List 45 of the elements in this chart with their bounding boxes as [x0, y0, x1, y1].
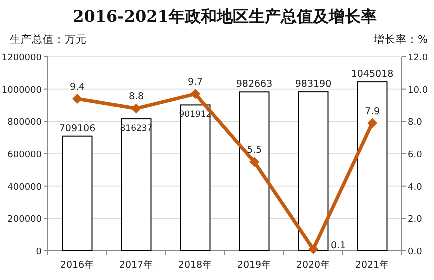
data-label: 709106 [59, 123, 96, 134]
y2-tick-label: 2.0 [408, 215, 423, 226]
bar [239, 92, 270, 252]
y2-tick-label: 4.0 [408, 182, 423, 193]
y-tick-label: 400000 [8, 182, 42, 193]
y2-tick-label: 6.0 [408, 150, 423, 160]
y2-tick-label: 10.0 [408, 86, 428, 96]
data-label: 983190 [295, 79, 332, 90]
bar [298, 92, 329, 252]
y-tick-label: 0 [36, 248, 42, 258]
point [308, 244, 318, 254]
bar [180, 104, 211, 252]
point [368, 118, 378, 128]
data-label: 9.7 [188, 77, 204, 88]
x-tick-label: 2019年 [237, 259, 272, 271]
data-label: 9.4 [70, 82, 86, 94]
y2-axis-title: 增长率：% [373, 33, 428, 46]
bar [62, 136, 93, 252]
bar [357, 82, 388, 252]
bar [121, 118, 152, 252]
data-label: 1045018 [351, 69, 394, 80]
x-tick-label: 2016年 [60, 259, 95, 271]
y-axis-title: 生产总值：万元 [10, 33, 87, 46]
x-tick-label: 2018年 [178, 259, 213, 271]
point [190, 89, 200, 100]
y2-tick-label: 8.0 [408, 118, 423, 128]
y-tick-label: 200000 [8, 215, 42, 226]
point [132, 104, 142, 114]
data-label: 5.5 [246, 145, 262, 156]
x-tick-label: 2020年 [296, 259, 331, 271]
data-label: 0.1 [330, 240, 346, 252]
point [250, 157, 260, 168]
y-tick-label: 1000000 [2, 86, 42, 96]
y-tick-label: 800000 [8, 118, 42, 128]
y2-tick-label: 0.0 [408, 248, 423, 258]
data-label: 7.9 [364, 106, 380, 118]
chart-title: 2016-2021年政和地区生产总值及增长率 [73, 7, 377, 26]
x-tick-label: 2021年 [355, 259, 390, 271]
point [72, 94, 82, 104]
y-tick-label: 1200000 [2, 54, 42, 64]
data-label: 982663 [236, 79, 273, 90]
y-tick-label: 600000 [8, 150, 42, 160]
data-label: 8.8 [128, 92, 144, 103]
x-tick-label: 2017年 [119, 259, 154, 271]
y2-tick-label: 12.0 [408, 54, 428, 64]
